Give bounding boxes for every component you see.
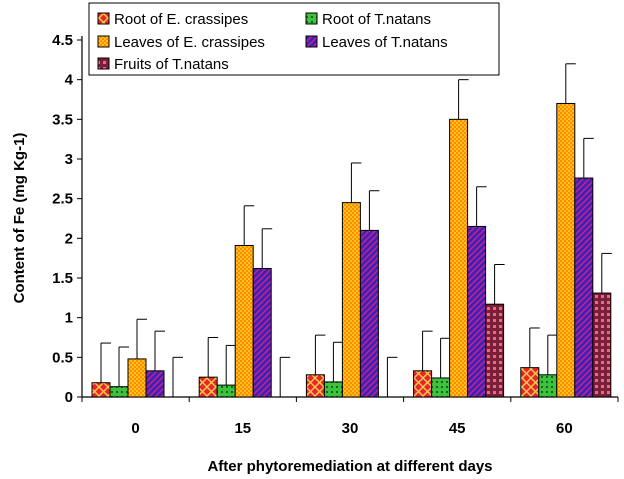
legend-swatch (97, 57, 110, 70)
x-axis-title: After phytoremediation at different days (207, 458, 492, 475)
x-tick-label: 45 (449, 420, 466, 437)
bar-leaves-of-e-crassipes-45 (449, 118, 469, 398)
bar-leaves-of-e-crassipes-60 (556, 102, 576, 398)
bar-leaves-of-t-natans-45 (467, 225, 487, 398)
bar-leaves-of-t-natans-15 (252, 267, 272, 398)
bar-leaves-of-e-crassipes-15 (234, 244, 254, 398)
bar-root-of-e-crassipes-60 (520, 367, 540, 398)
legend: Root of E. crassipes Root of T.natans Leav… (88, 2, 500, 76)
bar-leaves-of-t-natans-30 (359, 229, 379, 398)
bar-root-of-t-natans-60 (538, 374, 558, 398)
legend-swatch (305, 12, 318, 25)
bar-root-of-e-crassipes-45 (413, 370, 433, 398)
y-tick-label: 0.5 (52, 349, 73, 366)
legend-label: Fruits of T.natans (114, 56, 229, 73)
y-tick-label: 2 (65, 230, 73, 247)
bar-root-of-e-crassipes-0 (91, 382, 111, 398)
y-tick-label: 0 (65, 389, 73, 406)
bar-leaves-of-e-crassipes-0 (127, 358, 147, 398)
legend-swatch (97, 12, 110, 25)
legend-label: Root of E. crassipes (114, 11, 248, 28)
bar-leaves-of-e-crassipes-30 (341, 202, 361, 398)
y-tick-label: 3.5 (52, 111, 73, 128)
y-tick-label: 3 (65, 151, 73, 168)
bar-root-of-t-natans-0 (109, 386, 129, 398)
x-tick-label: 30 (342, 420, 359, 437)
bar-leaves-of-t-natans-60 (574, 177, 594, 398)
bar-leaves-of-t-natans-0 (145, 370, 165, 398)
x-tick-label: 60 (556, 420, 573, 437)
y-tick-label: 2.5 (52, 191, 73, 208)
bar-fruits-of-t-natans-45 (485, 303, 505, 398)
bar-root-of-e-crassipes-30 (305, 374, 325, 398)
legend-box (88, 2, 500, 76)
y-tick-label: 1 (65, 310, 73, 327)
bar-root-of-t-natans-30 (323, 381, 343, 398)
y-tick-label: 1.5 (52, 270, 73, 287)
x-tick-label: 0 (131, 420, 139, 437)
plot-area: 0 0.5 1 1.5 2 2.5 3 3.5 4 4.5 0 15 30 45 60 (52, 32, 619, 437)
y-axis-title: Content of Fe (mg Kg-1) (11, 133, 28, 304)
y-tick-label: 4.5 (52, 32, 73, 49)
legend-label: Root of T.natans (322, 11, 431, 28)
x-tick-label: 15 (234, 420, 251, 437)
bar-root-of-t-natans-15 (216, 384, 236, 398)
legend-swatch (305, 35, 318, 48)
legend-label: Leaves of E. crassipes (114, 34, 265, 51)
legend-label: Leaves of T.natans (322, 34, 448, 51)
bar-root-of-t-natans-45 (431, 377, 451, 398)
bar-root-of-e-crassipes-15 (198, 376, 218, 398)
bar-fruits-of-t-natans-60 (592, 292, 612, 398)
y-tick-label: 4 (65, 72, 74, 89)
legend-swatch (97, 35, 110, 48)
